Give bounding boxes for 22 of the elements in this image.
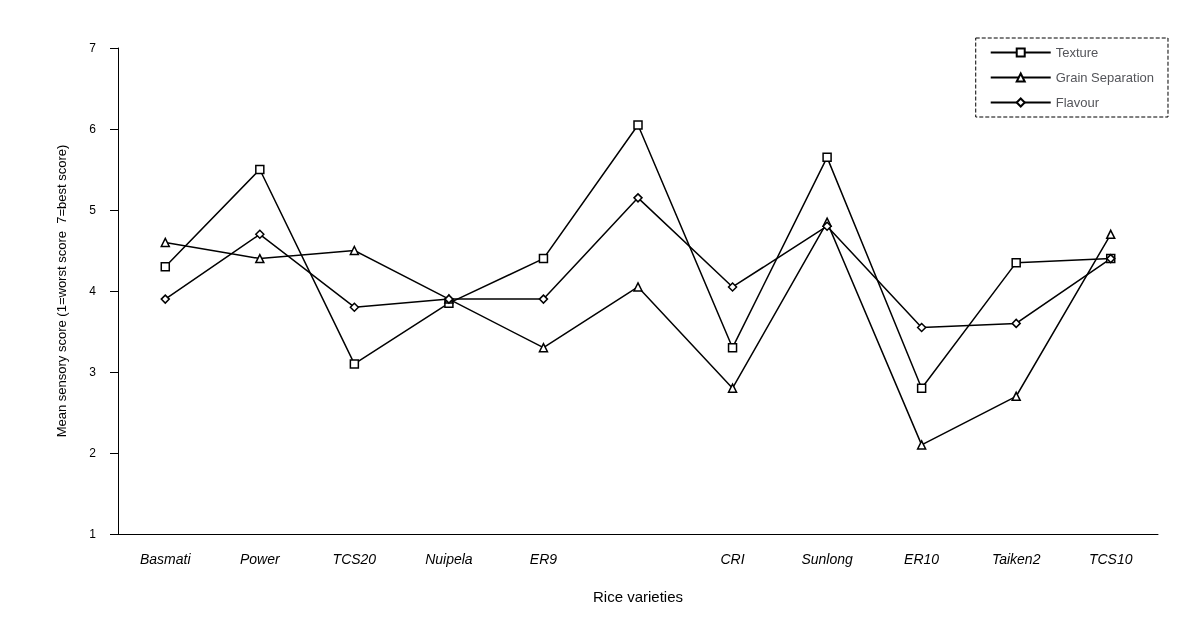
x-tick-label: CRI <box>720 551 745 567</box>
y-tick-label: 6 <box>89 122 97 136</box>
y-axis-title: Mean sensory score (1=worst score 7=best score) <box>54 144 69 438</box>
x-tick-label: Sunlong <box>801 551 853 567</box>
y-tick-label: 5 <box>89 203 97 217</box>
x-tick-label: Nuipela <box>425 551 473 567</box>
legend-label: Texture <box>1055 45 1099 60</box>
y-tick-label: 2 <box>89 446 97 460</box>
legend-label: Flavour <box>1055 95 1100 110</box>
x-tick-label: ER9 <box>529 551 558 567</box>
y-tick-label: 4 <box>89 284 97 298</box>
x-tick-label: TCS10 <box>1088 551 1133 567</box>
x-tick-label: Power <box>239 551 281 567</box>
x-tick-label: Basmati <box>139 551 192 567</box>
y-tick-label: 7 <box>89 41 97 55</box>
x-axis-title: Rice varieties <box>592 588 684 605</box>
y-tick-label: 3 <box>89 365 97 379</box>
x-tick-label: ER10 <box>904 551 940 567</box>
y-tick-label: 1 <box>89 527 97 541</box>
x-tick-label: TCS20 <box>332 551 377 567</box>
x-tick-label: Taiken2 <box>991 551 1041 567</box>
legend-label: Grain Separation <box>1055 70 1154 85</box>
